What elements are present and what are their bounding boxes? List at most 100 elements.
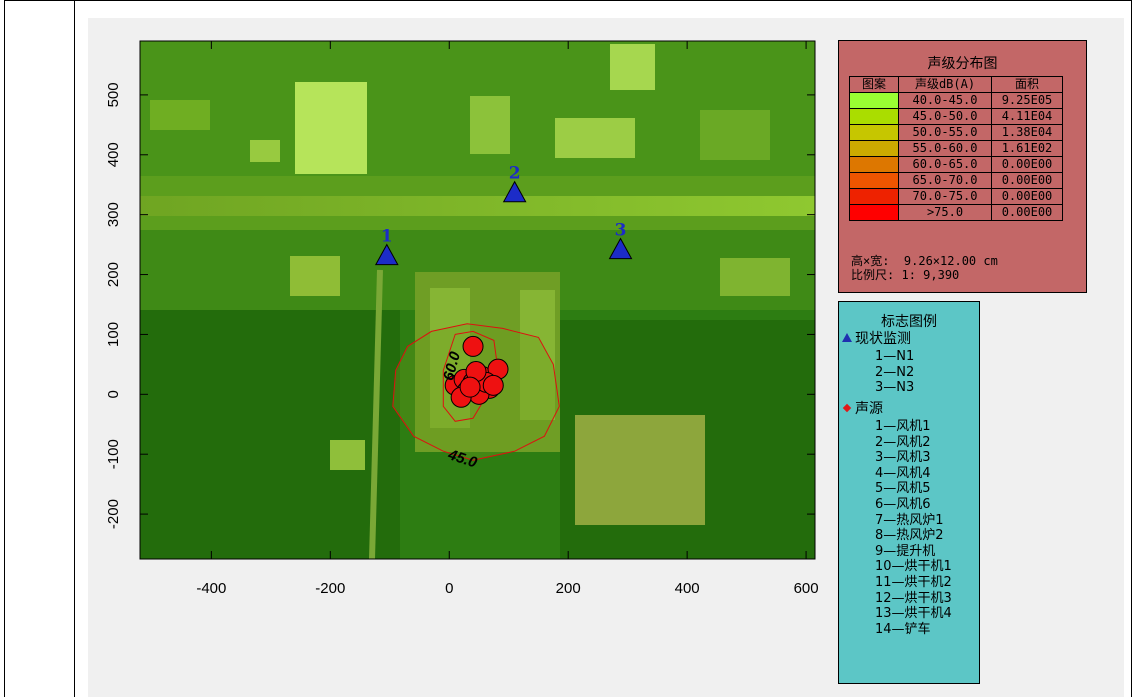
level-range: 40.0-45.0 xyxy=(898,92,992,109)
noise-sources xyxy=(444,335,509,408)
legend-item: 2—N2 xyxy=(875,364,915,380)
level-range: 50.0-55.0 xyxy=(898,124,992,141)
level-table: 图案 声级dB(A) 面积 40.0-45.0 9.25E05 45.0-50.0 4… xyxy=(849,76,1063,221)
level-legend-footer: 高×宽: 9.26×12.00 cm 比例尺: 1: 9,390 xyxy=(851,254,998,282)
level-range: 45.0-50.0 xyxy=(898,108,992,125)
level-area: 1.38E04 xyxy=(991,124,1063,141)
y-axis-tick-labels: 500 400 300 200 100 0 -100 -200 xyxy=(105,82,122,529)
frame-right xyxy=(1131,0,1132,697)
level-row: 40.0-45.0 9.25E05 xyxy=(849,92,1063,109)
source-group: 声源 xyxy=(842,402,883,417)
legend-item: 2—风机2 xyxy=(875,434,931,450)
triangle-icon xyxy=(842,333,852,342)
header-level: 声级dB(A) xyxy=(898,76,992,93)
level-swatch xyxy=(849,92,899,109)
frame-left-column xyxy=(4,0,75,697)
level-area: 1.61E02 xyxy=(991,140,1063,157)
legend-item: 1—风机1 xyxy=(875,419,931,434)
level-row: 50.0-55.0 1.38E04 xyxy=(849,124,1063,141)
monitor-triangle xyxy=(502,180,527,203)
size-value: 9.26×12.00 cm xyxy=(903,254,998,268)
level-swatch xyxy=(849,204,899,221)
y-tick-label: 500 xyxy=(105,82,122,107)
y-tick-label: 100 xyxy=(105,322,122,347)
level-legend: 声级分布图 图案 声级dB(A) 面积 40.0-45.0 9.25E05 45.0… xyxy=(838,40,1087,293)
size-label: 高×宽: xyxy=(851,254,890,268)
monitor-label: 2 xyxy=(509,164,521,184)
source-group-label: 声源 xyxy=(855,401,883,417)
level-row: 70.0-75.0 0.00E00 xyxy=(849,188,1063,205)
level-range: 70.0-75.0 xyxy=(898,188,992,205)
scale-label: 比例尺: xyxy=(851,268,895,282)
noise-source-marker xyxy=(482,374,504,396)
symbol-legend: 标志图例 现状监测 1—N1 2—N2 3—N3 声源 1—风机1 2—风机2 3—风机… xyxy=(838,301,980,684)
noise-source-marker xyxy=(462,335,484,357)
diamond-icon xyxy=(842,403,852,413)
level-row: >75.0 0.00E00 xyxy=(849,204,1063,221)
y-tick-label: 400 xyxy=(105,142,122,167)
level-swatch xyxy=(849,188,899,205)
level-row: 60.0-65.0 0.00E00 xyxy=(849,156,1063,173)
level-area: 4.11E04 xyxy=(991,108,1063,125)
level-range: 65.0-70.0 xyxy=(898,172,992,189)
level-table-header: 图案 声级dB(A) 面积 xyxy=(849,76,1063,93)
legend-item: 12—烘干机3 xyxy=(875,590,952,606)
source-items: 1—风机1 2—风机2 3—风机3 4—风机4 5—风机5 6—风机6 7—热风炉1 8—热风… xyxy=(875,419,952,637)
symbol-legend-title: 标志图例 xyxy=(881,314,937,330)
monitor-items: 1—N1 2—N2 3—N3 xyxy=(875,349,914,396)
level-row: 55.0-60.0 1.61E02 xyxy=(849,140,1063,157)
x-tick-label: -200 xyxy=(315,580,345,597)
legend-item: 10—烘干机1 xyxy=(875,559,952,575)
legend-item: 8—热风炉2 xyxy=(875,528,944,544)
level-swatch xyxy=(849,172,899,189)
scale-value: 1: 9,390 xyxy=(901,268,960,282)
y-tick-label: -100 xyxy=(105,439,122,469)
y-tick-label: 0 xyxy=(105,390,122,398)
monitor-triangle xyxy=(374,243,399,266)
level-legend-title: 声级分布图 xyxy=(927,56,998,72)
level-area: 0.00E00 xyxy=(991,204,1063,221)
x-tick-label: 600 xyxy=(794,580,819,597)
y-tick-label: -200 xyxy=(105,499,122,529)
monitor-label: 3 xyxy=(615,221,627,241)
level-area: 0.00E00 xyxy=(991,172,1063,189)
level-row: 65.0-70.0 0.00E00 xyxy=(849,172,1063,189)
x-axis-tick-labels: -400 -200 0 200 400 600 xyxy=(196,580,818,597)
monitoring-points: 1 2 3 xyxy=(374,164,633,266)
monitor-label: 1 xyxy=(381,227,393,247)
legend-item: 14—铲车 xyxy=(875,621,931,637)
noise-source-marker xyxy=(459,376,481,398)
legend-item: 13—烘干机4 xyxy=(875,606,952,622)
legend-item: 5—风机5 xyxy=(875,481,931,497)
level-row: 45.0-50.0 4.11E04 xyxy=(849,108,1063,125)
level-range: >75.0 xyxy=(898,204,992,221)
y-tick-label: 300 xyxy=(105,202,122,227)
legend-item: 6—风机6 xyxy=(875,496,931,512)
level-swatch xyxy=(849,124,899,141)
header-pattern: 图案 xyxy=(849,76,899,93)
legend-item: 3—风机3 xyxy=(875,450,931,466)
legend-item: 1—N1 xyxy=(875,349,915,364)
x-tick-label: 400 xyxy=(675,580,700,597)
level-area: 0.00E00 xyxy=(991,188,1063,205)
legend-item: 4—风机4 xyxy=(875,465,931,481)
level-range: 60.0-65.0 xyxy=(898,156,992,173)
plot-border xyxy=(139,40,816,560)
header-area: 面积 xyxy=(991,76,1063,93)
monitor-group: 现状监测 xyxy=(842,332,911,347)
level-swatch xyxy=(849,108,899,125)
y-tick-label: 200 xyxy=(105,262,122,287)
frame-top xyxy=(4,0,1132,1)
x-tick-label: -400 xyxy=(196,580,226,597)
x-tick-label: 200 xyxy=(556,580,581,597)
legend-item: 3—N3 xyxy=(875,380,915,396)
x-tick-label: 0 xyxy=(445,580,453,597)
axis-ticks xyxy=(140,41,815,559)
legend-item: 9—提升机 xyxy=(875,543,936,559)
level-swatch xyxy=(849,140,899,157)
monitor-group-label: 现状监测 xyxy=(855,331,911,347)
satellite-image xyxy=(140,41,815,559)
legend-item: 7—热风炉1 xyxy=(875,512,944,528)
level-area: 9.25E05 xyxy=(991,92,1063,109)
